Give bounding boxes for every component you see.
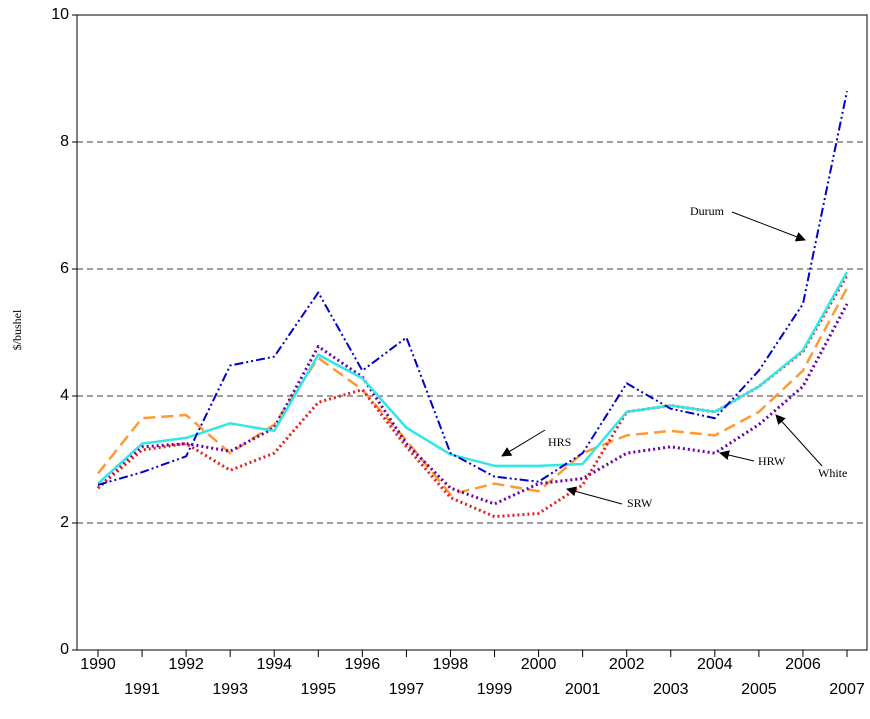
- x-tick-label: 1995: [300, 681, 336, 698]
- y-tick-label: 4: [60, 387, 69, 404]
- y-axis-label: $/bushel: [10, 309, 24, 350]
- x-tick-label: 1993: [212, 681, 248, 698]
- annotation: Durum: [690, 204, 725, 218]
- arrow: [566, 486, 623, 505]
- x-tick-label: 2002: [609, 656, 645, 673]
- arrow: [731, 211, 806, 242]
- series-line: [97, 90, 848, 486]
- annotation: HRW: [758, 454, 786, 468]
- x-tick-label: 1991: [124, 681, 160, 698]
- x-tick-label: 1996: [345, 656, 381, 673]
- x-tick-label: 2003: [653, 681, 689, 698]
- x-tick-label: 2004: [697, 656, 733, 673]
- y-tick-label: 0: [60, 641, 69, 658]
- y-tick-label: 6: [60, 260, 69, 277]
- y-tick-label: 10: [51, 6, 69, 23]
- series-line: [97, 287, 849, 496]
- x-tick-label: 1992: [168, 656, 204, 673]
- y-tick-label: 8: [60, 133, 69, 150]
- x-tick-label: 1997: [389, 681, 425, 698]
- x-tick-label: 1999: [477, 681, 513, 698]
- series-line: [96, 303, 849, 506]
- annotation: SRW: [627, 496, 653, 510]
- annotation: HRS: [548, 435, 571, 449]
- series-line: [97, 271, 849, 485]
- x-tick-label: 2000: [521, 656, 557, 673]
- plot-frame: [76, 14, 868, 651]
- x-tick-label: 2001: [565, 681, 601, 698]
- x-tick-label: 2006: [785, 656, 821, 673]
- arrow: [501, 429, 546, 457]
- x-tick-label: 1994: [256, 656, 292, 673]
- x-tick-label: 1990: [80, 656, 116, 673]
- annotations: Durum HRS HRW SRW White: [501, 204, 847, 510]
- x-tick-label: 2005: [741, 681, 777, 698]
- arrow: [775, 414, 823, 467]
- arrow: [719, 450, 755, 462]
- x-tick-label: 2007: [829, 681, 865, 698]
- annotation: White: [818, 466, 847, 480]
- series-group: [77, 90, 867, 524]
- y-tick-label: 2: [60, 514, 69, 531]
- x-tick-label: 1998: [433, 656, 469, 673]
